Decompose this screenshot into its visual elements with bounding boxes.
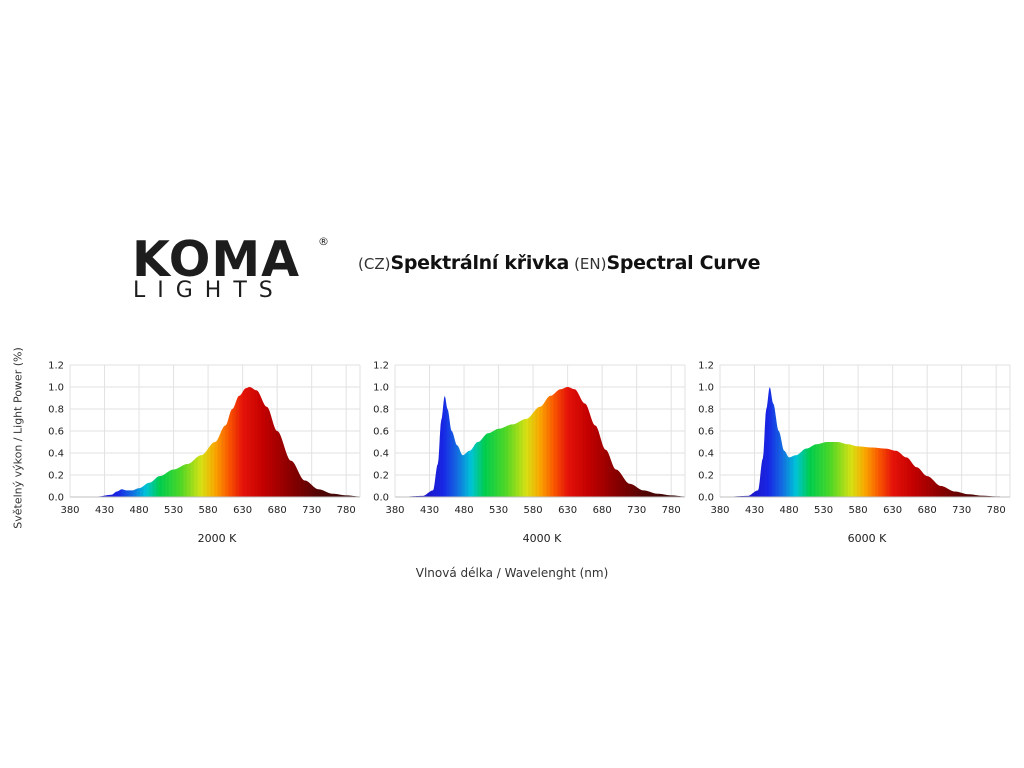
- y-tick-label: 0.8: [373, 405, 389, 416]
- x-tick-label: 480: [130, 505, 149, 516]
- y-tick-label: 0.8: [48, 405, 64, 416]
- y-tick-label: 0.4: [698, 449, 714, 460]
- spectrum-area: [70, 387, 360, 497]
- chart-caption-4000k: 4000 K: [522, 532, 562, 545]
- spectrum-chart-6000k-svg: 0.0 0.2 0.4 0.6 0.8 1.0 1.2 380 430 480 530 580 630 6…: [698, 361, 1011, 516]
- spectrum-chart-2000k-svg: 0.0 0.2 0.4 0.6 0.8 1.0 1.2 380 430 480 530 580 630 6…: [48, 361, 361, 516]
- x-tick-label: 680: [918, 505, 937, 516]
- y-tick-label: 1.2: [48, 361, 64, 372]
- y-tick-label: 1.0: [373, 383, 389, 394]
- x-tick-label: 630: [883, 505, 902, 516]
- y-tick-label: 0.0: [48, 493, 64, 504]
- logo-line2: LIGHTS: [133, 278, 285, 303]
- x-tick-label: 630: [233, 505, 252, 516]
- spectrum-chart-4000k-svg: 0.0 0.2 0.4 0.6 0.8 1.0 1.2 380 430 480 530 580 630 6…: [373, 361, 686, 516]
- x-tick-label: 380: [60, 505, 79, 516]
- y-tick-label: 0.2: [48, 471, 64, 482]
- x-tick-label: 530: [814, 505, 833, 516]
- x-axis-label: Vlnová délka / Wavelenght (nm): [415, 566, 609, 580]
- y-axis-label-text: Světelný výkon / Light Power (%): [11, 347, 25, 529]
- x-tick-label: 780: [662, 505, 681, 516]
- y-tick-label: 0.4: [373, 449, 389, 460]
- x-tick-label: 730: [627, 505, 646, 516]
- page-title: (CZ)Spektrální křivka (EN)Spectral Curve: [358, 252, 761, 274]
- x-tick-label: 480: [455, 505, 474, 516]
- y-tick-label: 0.6: [48, 427, 64, 438]
- title-cz: Spektrální křivka: [390, 252, 569, 274]
- y-tick-label: 0.6: [698, 427, 714, 438]
- spectrum-area: [720, 387, 1010, 497]
- spectrum-chart-6000k: 0.0 0.2 0.4 0.6 0.8 1.0 1.2 380 430 480 530 580 630 6…: [686, 352, 1016, 562]
- chart-caption-2000k: 2000 K: [197, 532, 237, 545]
- x-tick-label: 680: [593, 505, 612, 516]
- lang-tag-cz: (CZ): [358, 255, 391, 273]
- logo-registered-mark: ®: [318, 235, 329, 248]
- x-tick-label: 430: [420, 505, 439, 516]
- title-en: Spectral Curve: [606, 252, 761, 274]
- x-tick-label: 380: [385, 505, 404, 516]
- spectrum-area: [395, 387, 685, 497]
- x-tick-label: 730: [952, 505, 971, 516]
- y-tick-label: 0.4: [48, 449, 64, 460]
- x-tick-label: 580: [524, 505, 543, 516]
- y-tick-label: 1.2: [698, 361, 714, 372]
- x-tick-label: 780: [337, 505, 356, 516]
- x-tick-label: 730: [302, 505, 321, 516]
- x-tick-label: 630: [558, 505, 577, 516]
- y-tick-label: 1.0: [48, 383, 64, 394]
- y-tick-label: 0.8: [698, 405, 714, 416]
- x-tick-label: 680: [268, 505, 287, 516]
- x-tick-label: 530: [489, 505, 508, 516]
- y-tick-label: 0.6: [373, 427, 389, 438]
- koma-lights-logo: KOMA ® LIGHTS: [130, 228, 330, 308]
- x-tick-label: 580: [199, 505, 218, 516]
- spectrum-chart-4000k: 0.0 0.2 0.4 0.6 0.8 1.0 1.2 380 430 480 530 580 630 6…: [361, 352, 691, 562]
- x-tick-label: 580: [849, 505, 868, 516]
- logo-line1: KOMA: [132, 231, 300, 288]
- y-tick-label: 1.2: [373, 361, 389, 372]
- x-tick-label: 430: [95, 505, 114, 516]
- x-tick-label: 530: [164, 505, 183, 516]
- x-tick-label: 780: [987, 505, 1006, 516]
- y-tick-label: 0.0: [698, 493, 714, 504]
- x-tick-label: 430: [745, 505, 764, 516]
- y-tick-label: 1.0: [698, 383, 714, 394]
- spectrum-chart-2000k: 0.0 0.2 0.4 0.6 0.8 1.0 1.2 380 430 480 530 580 630 6…: [36, 352, 366, 562]
- lang-tag-en: (EN): [574, 255, 607, 273]
- y-tick-label: 0.0: [373, 493, 389, 504]
- y-tick-label: 0.2: [373, 471, 389, 482]
- x-tick-label: 480: [780, 505, 799, 516]
- x-tick-label: 380: [710, 505, 729, 516]
- chart-caption-6000k: 6000 K: [847, 532, 887, 545]
- y-tick-label: 0.2: [698, 471, 714, 482]
